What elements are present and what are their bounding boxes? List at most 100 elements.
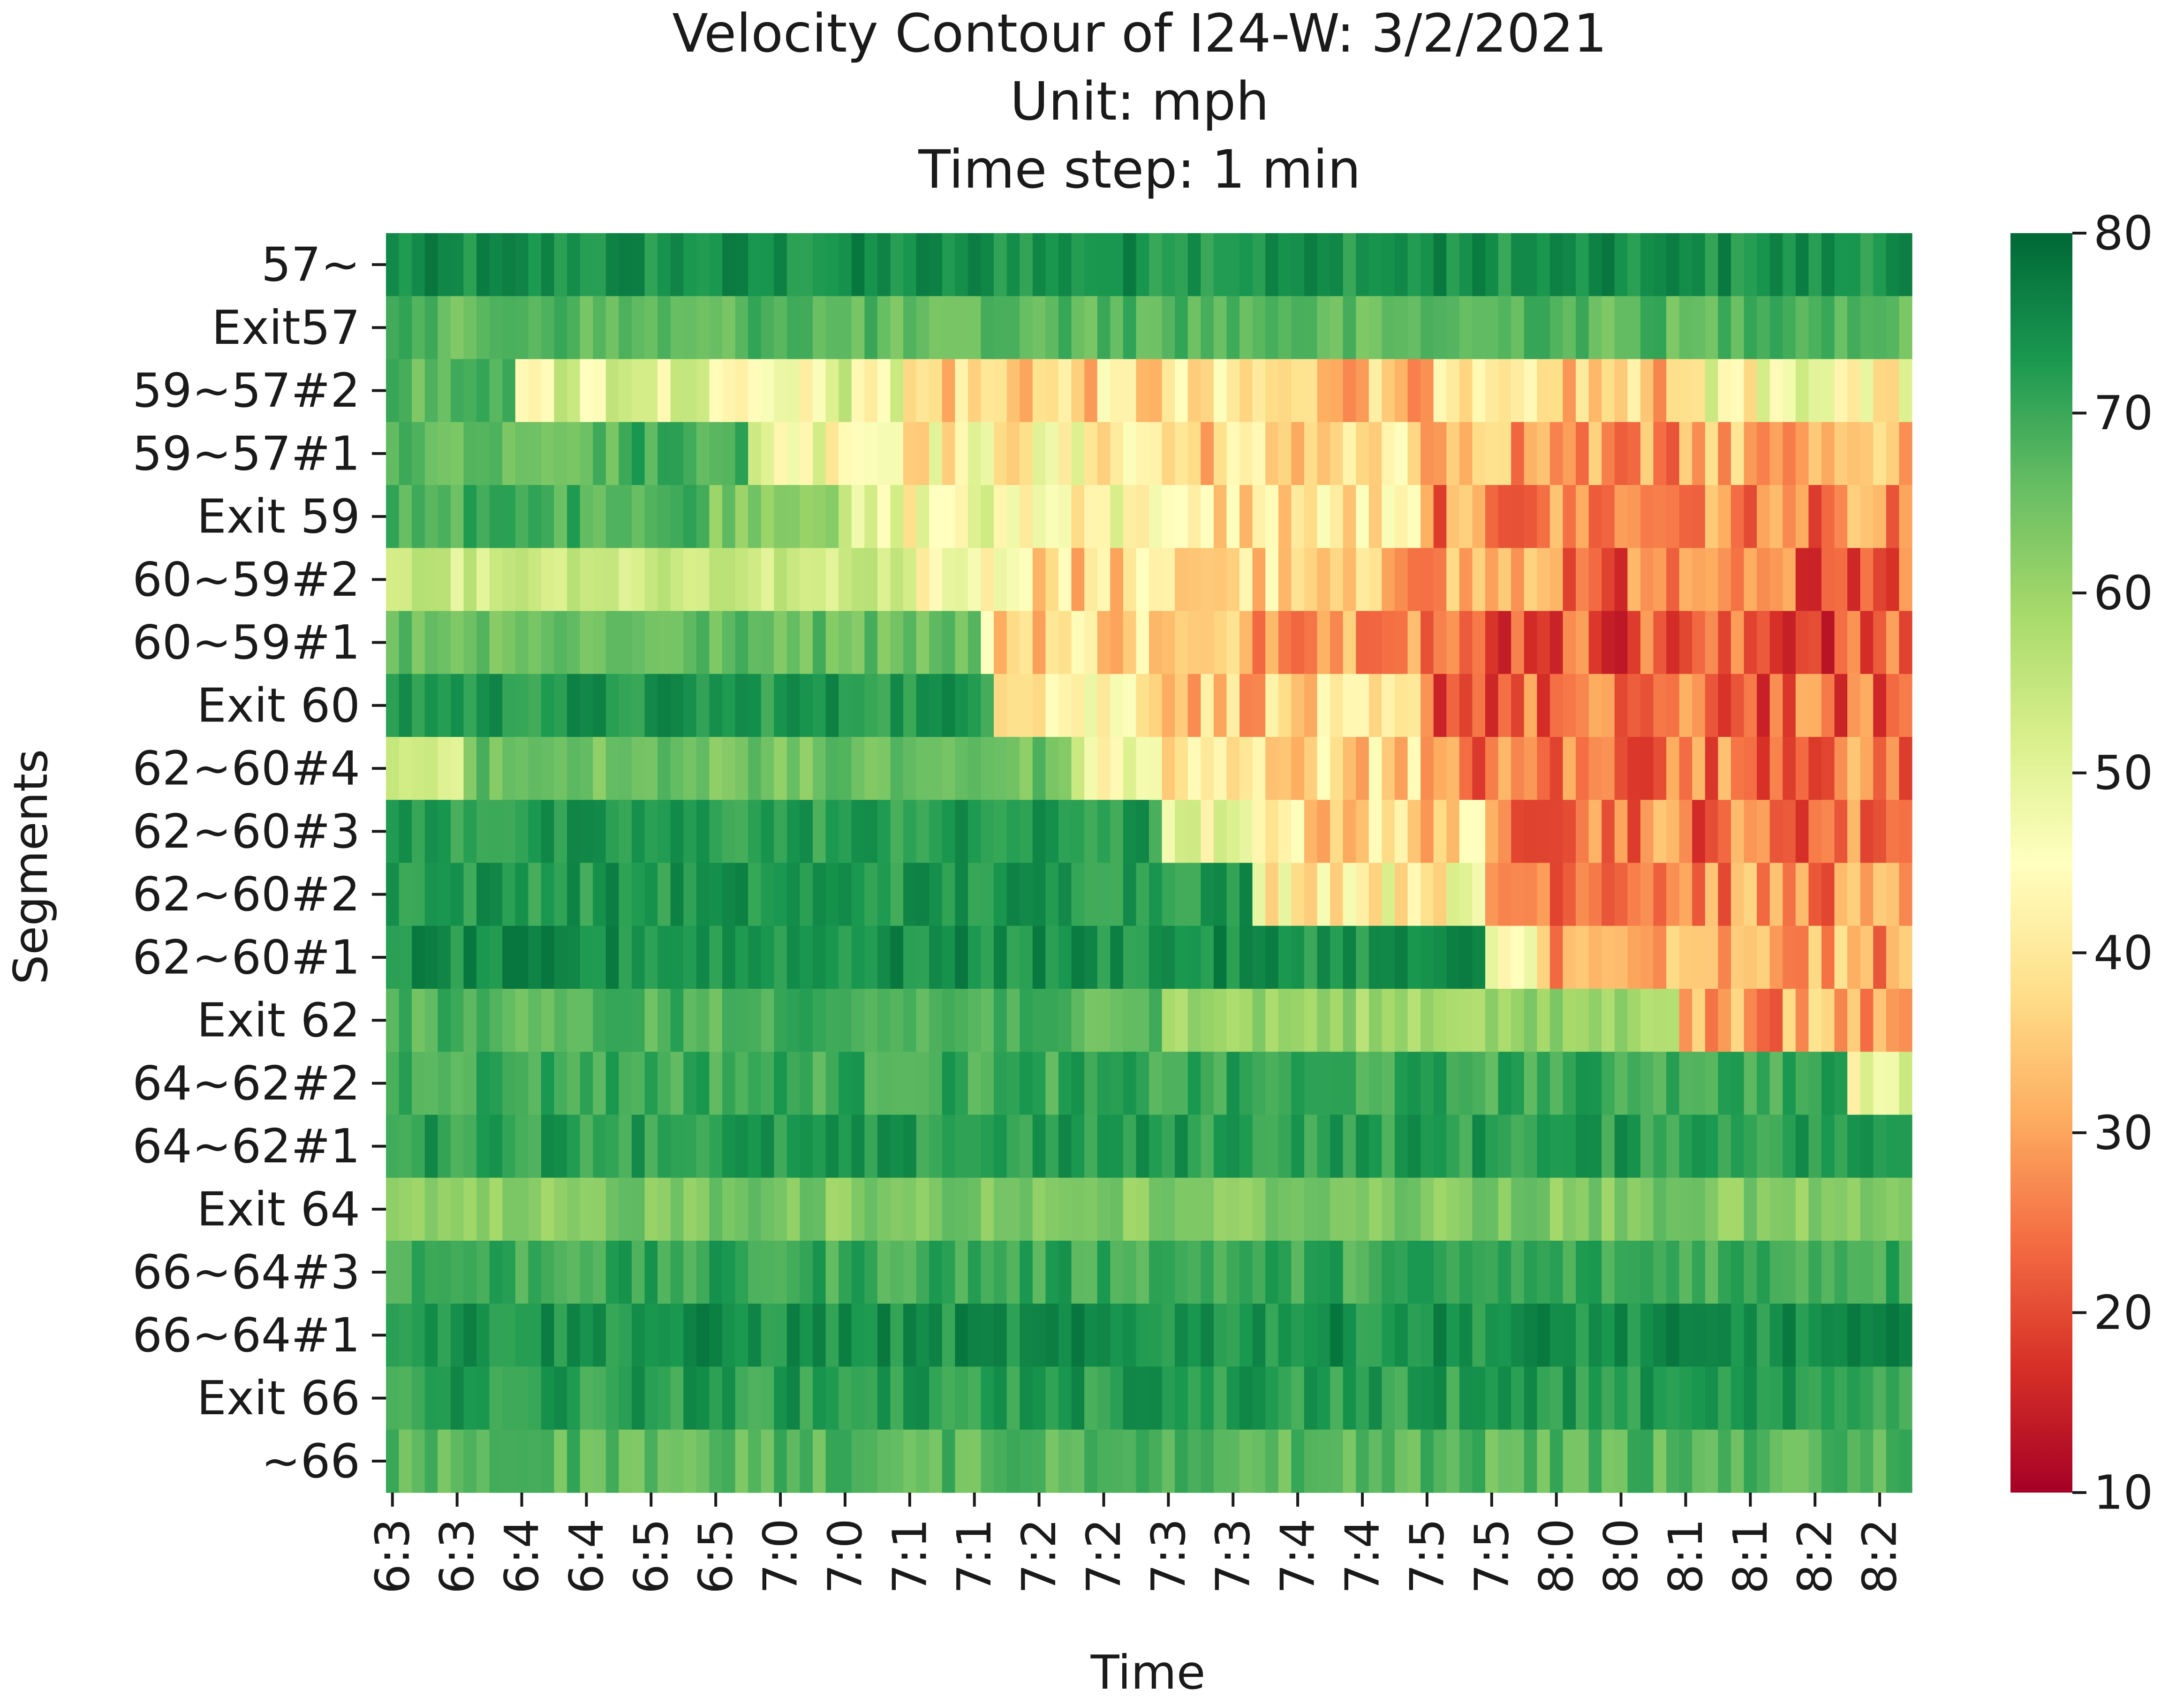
heatmap-cell [1588, 1366, 1602, 1430]
heatmap-cell [1175, 737, 1188, 800]
heatmap-cell [1368, 1366, 1382, 1430]
heatmap-cell [1110, 863, 1124, 926]
heatmap-cell [761, 1052, 774, 1115]
heatmap-cell [1873, 737, 1887, 800]
heatmap-cell [424, 422, 438, 485]
heatmap-cell [1175, 925, 1188, 989]
heatmap-cell [1821, 674, 1835, 737]
heatmap-cell [1472, 1429, 1486, 1493]
heatmap-cell [1679, 1429, 1693, 1493]
heatmap-cell [1343, 925, 1356, 989]
heatmap-cell [1718, 863, 1731, 926]
heatmap-cell [1421, 863, 1434, 926]
heatmap-cell [1097, 1115, 1111, 1178]
heatmap-cell [386, 233, 400, 296]
heatmap-cell [1588, 359, 1602, 423]
heatmap-cell [1588, 989, 1602, 1052]
heatmap-cell [1149, 359, 1163, 423]
heatmap-cell [1821, 1429, 1835, 1493]
heatmap-cell [1252, 1304, 1266, 1367]
heatmap-cell [877, 674, 891, 737]
heatmap-cell [515, 674, 529, 737]
heatmap-cell [438, 485, 451, 548]
heatmap-cell [825, 1177, 839, 1241]
heatmap-cell [450, 925, 464, 989]
heatmap-cell [1162, 1366, 1175, 1430]
heatmap-cell [1162, 548, 1175, 612]
heatmap-cell [1291, 422, 1305, 485]
heatmap-cell [1666, 485, 1680, 548]
heatmap-cell [1252, 1366, 1266, 1430]
heatmap-cell [1472, 925, 1486, 989]
heatmap-cell [502, 925, 516, 989]
heatmap-cell [1860, 925, 1874, 989]
heatmap-cell [1757, 989, 1770, 1052]
heatmap-cell [1795, 925, 1809, 989]
heatmap-cell [1343, 296, 1356, 360]
heatmap-cell [1407, 1429, 1421, 1493]
heatmap-cell [1058, 1241, 1072, 1304]
heatmap-cell [463, 1241, 477, 1304]
heatmap-cell [1252, 1115, 1266, 1178]
heatmap-cell [1304, 925, 1318, 989]
heatmap-cell [813, 925, 826, 989]
heatmap-cell [903, 485, 917, 548]
heatmap-cell [800, 863, 813, 926]
heatmap-cell [890, 925, 904, 989]
heatmap-cell [515, 1241, 529, 1304]
heatmap-cell [1588, 925, 1602, 989]
heatmap-cell [515, 1429, 529, 1493]
heatmap-cell [967, 1115, 982, 1178]
heatmap-cell [864, 800, 878, 864]
heatmap-cell [942, 925, 955, 989]
heatmap-cell [1084, 296, 1098, 360]
heatmap-cell [1769, 548, 1783, 612]
heatmap-cell [1653, 1177, 1667, 1241]
heatmap-cell [1757, 611, 1770, 675]
heatmap-cell [657, 989, 671, 1052]
heatmap-cell [1860, 1052, 1874, 1115]
heatmap-cell [1627, 1429, 1641, 1493]
heatmap-cell [774, 233, 787, 296]
heatmap-cell [981, 422, 994, 485]
heatmap-cell [502, 1429, 516, 1493]
heatmap-cell [800, 485, 813, 548]
heatmap-cell [839, 359, 852, 423]
heatmap-cell [1873, 1304, 1887, 1367]
heatmap-cell [1808, 1115, 1822, 1178]
heatmap-cell [903, 863, 917, 926]
heatmap-cell [839, 485, 852, 548]
heatmap-cell [1304, 1366, 1318, 1430]
heatmap-cell [1588, 1429, 1602, 1493]
heatmap-cell [489, 1241, 503, 1304]
heatmap-cell [1524, 737, 1537, 800]
heatmap-cell [1149, 611, 1163, 675]
heatmap-cell [386, 800, 400, 864]
heatmap-cell [683, 1177, 697, 1241]
heatmap-cell [955, 1304, 968, 1367]
x-tick-label: 7:2 [1012, 1518, 1066, 1594]
heatmap-cell [1549, 1177, 1564, 1241]
heatmap-cell [1666, 800, 1680, 864]
heatmap-cell [1705, 1177, 1718, 1241]
heatmap-cell [1175, 1052, 1188, 1115]
heatmap-cell [1084, 548, 1098, 612]
heatmap-cell [554, 1366, 567, 1430]
heatmap-cell [1421, 925, 1434, 989]
heatmap-cell [438, 548, 451, 612]
heatmap-cell [1705, 548, 1718, 612]
heatmap-cell [1769, 422, 1783, 485]
heatmap-cell [903, 1429, 917, 1493]
heatmap-cell [955, 422, 968, 485]
heatmap-cell [1032, 863, 1046, 926]
heatmap-cell [890, 800, 904, 864]
heatmap-cell [1472, 800, 1486, 864]
heatmap-cell [890, 1429, 904, 1493]
heatmap-cell [1588, 548, 1602, 612]
heatmap-cell [1149, 296, 1163, 360]
heatmap-cell [1537, 737, 1550, 800]
heatmap-cell [735, 1429, 748, 1493]
heatmap-cell [1549, 1366, 1564, 1430]
heatmap-cell [1291, 1052, 1305, 1115]
